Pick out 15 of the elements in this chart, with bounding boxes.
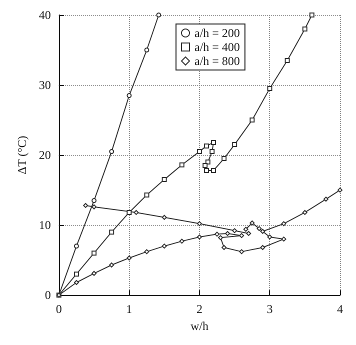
y-tick-label: 0 [44, 288, 51, 302]
x-tick-label: 1 [126, 302, 132, 316]
legend-label: a/h = 800 [194, 54, 240, 68]
y-tick-label: 40 [38, 8, 51, 22]
x-tick-label: 3 [266, 302, 273, 316]
y-axis-title: ΔT (°C) [15, 136, 29, 174]
y-tick-label: 20 [38, 148, 51, 162]
x-tick-label: 0 [56, 302, 62, 316]
legend-label: a/h = 200 [194, 26, 240, 40]
legend-label: a/h = 400 [194, 40, 240, 54]
y-tick-label: 10 [38, 218, 51, 232]
x-axis-title: w/h [190, 319, 208, 333]
x-tick-label: 2 [196, 302, 202, 316]
y-tick-label: 30 [38, 78, 51, 92]
x-tick-label: 4 [337, 302, 343, 316]
